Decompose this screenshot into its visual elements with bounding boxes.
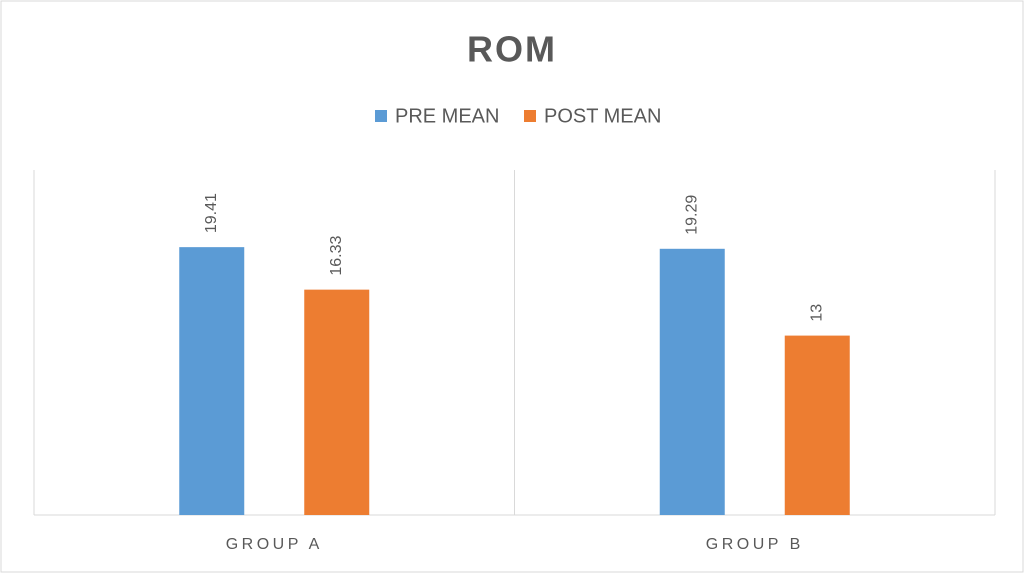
data-label: 13: [808, 304, 825, 322]
legend-label: PRE MEAN: [395, 105, 499, 127]
bar: [784, 335, 850, 515]
legend-swatch: [524, 110, 536, 122]
x-tick-label: GROUP A: [226, 536, 323, 553]
data-label: 16.33: [328, 236, 345, 276]
x-tick-label: GROUP B: [706, 536, 804, 553]
data-label: 19.29: [683, 195, 700, 235]
legend-swatch: [375, 110, 387, 122]
bar: [659, 248, 725, 515]
chart-title: ROM: [467, 29, 557, 70]
bar: [304, 289, 370, 515]
bar: [179, 247, 245, 515]
legend-label: POST MEAN: [544, 105, 661, 127]
data-label: 19.41: [203, 193, 220, 233]
